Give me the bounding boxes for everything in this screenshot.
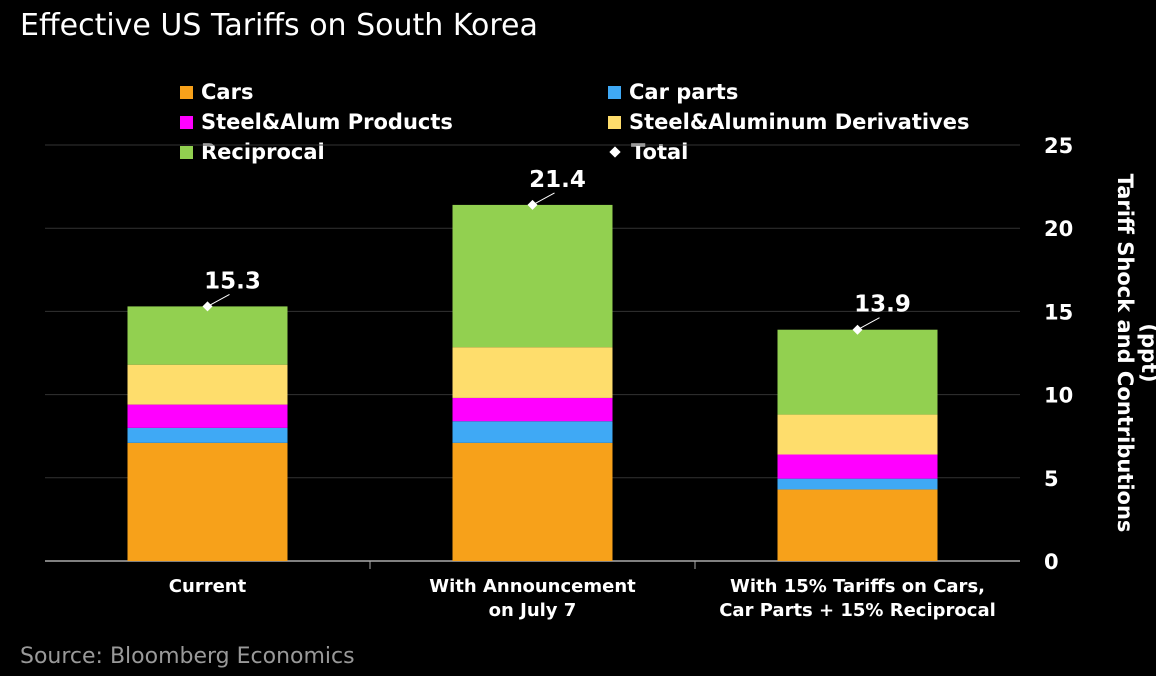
bar-segment-cars (777, 489, 938, 561)
y-tick-label: 5 (1044, 467, 1059, 491)
x-tick-label: With Announcement (429, 576, 636, 597)
y-tick-label: 25 (1044, 134, 1073, 158)
bar-segment-steel-aluminum-derivatives (127, 364, 288, 405)
bar-segment-cars (452, 442, 613, 561)
y-tick-label: 20 (1044, 217, 1073, 241)
legend-label: Cars (201, 80, 254, 104)
total-data-label: 15.3 (204, 268, 261, 294)
x-tick-label: Current (169, 576, 247, 597)
total-marker (202, 301, 213, 312)
total-data-label: 21.4 (529, 167, 586, 193)
legend-swatch (180, 145, 193, 159)
legend-swatch (608, 115, 621, 129)
x-tick-label: With 15% Tariffs on Cars, (730, 576, 985, 597)
bar-segment-car-parts (127, 427, 288, 443)
bar-segment-steel-alum-products (777, 454, 938, 479)
y-tick-label: 10 (1044, 384, 1073, 408)
y-axis-label: (ppt) (1137, 323, 1156, 382)
legend-swatch (608, 85, 621, 99)
y-tick-label: 0 (1044, 550, 1059, 574)
bar-segment-reciprocal (452, 204, 613, 348)
legend-item: Steel&Aluminum Derivatives (608, 110, 970, 134)
y-axis-label: Tariff Shock and Contributions (1113, 174, 1137, 533)
legend-item: Total (608, 140, 688, 164)
legend-label: Steel&Aluminum Derivatives (629, 110, 970, 134)
x-tick-label: on July 7 (489, 600, 577, 621)
total-marker (852, 324, 863, 335)
bar-segment-reciprocal (127, 306, 288, 365)
legend-label: Total (631, 140, 689, 164)
bar-segment-car-parts (452, 421, 613, 443)
total-leader-line (207, 293, 230, 307)
bar-segment-steel-alum-products (127, 404, 288, 428)
x-tick-label: Car Parts + 15% Reciprocal (719, 600, 996, 621)
bar-segment-steel-aluminum-derivatives (452, 347, 613, 398)
bar-segment-reciprocal (777, 329, 938, 415)
total-data-label: 13.9 (854, 292, 911, 318)
legend-label: Car parts (629, 80, 739, 104)
bar-segment-cars (127, 442, 288, 561)
chart-title: Effective US Tariffs on South Korea (20, 8, 538, 43)
total-leader-line (532, 192, 555, 206)
total-marker (527, 199, 538, 210)
bar-segment-car-parts (777, 478, 938, 490)
legend-item: Steel&Alum Products (180, 110, 453, 134)
legend-item: Cars (180, 80, 253, 104)
legend-item: Car parts (608, 80, 738, 104)
y-tick-label: 15 (1044, 300, 1073, 324)
legend-label: Steel&Alum Products (201, 110, 453, 134)
legend-swatch (180, 115, 193, 129)
bar-segment-steel-alum-products (452, 397, 613, 422)
source-note: Source: Bloomberg Economics (20, 644, 355, 669)
legend-swatch (180, 85, 193, 99)
total-leader-line (857, 317, 880, 331)
legend-label: Reciprocal (201, 140, 325, 164)
legend-item: Reciprocal (180, 140, 325, 164)
bar-segment-steel-aluminum-derivatives (777, 414, 938, 455)
